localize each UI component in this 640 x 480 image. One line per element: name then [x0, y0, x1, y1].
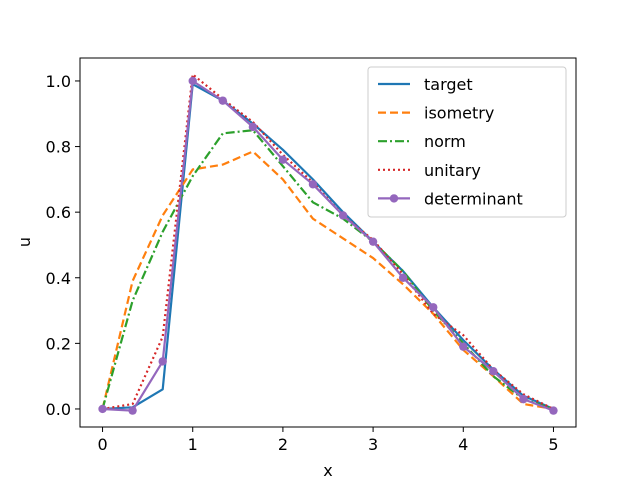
x-tick-label: 3 — [368, 435, 378, 454]
series-point-determinant — [158, 357, 167, 366]
series-line-unitary — [102, 73, 554, 411]
x-axis: 0 1 2 3 4 5 — [97, 427, 559, 454]
series-group — [98, 73, 558, 415]
series-point-determinant — [338, 211, 348, 220]
legend-label-unitary: unitary — [424, 161, 481, 180]
legend-marker-determinant — [389, 194, 399, 203]
series-point-determinant — [368, 237, 378, 246]
series-point-determinant — [459, 342, 468, 351]
series-line-norm — [101, 129, 554, 411]
y-tick-label: 0.2 — [46, 334, 71, 353]
x-tick-label: 4 — [458, 435, 468, 454]
series-point-determinant — [489, 367, 498, 376]
legend: target isometry norm unitary determinant — [367, 66, 567, 218]
series-point-determinant — [549, 406, 558, 415]
x-axis-label: x — [323, 461, 332, 480]
series-line-isometry — [101, 150, 554, 411]
legend-box — [367, 66, 567, 218]
y-tick-label: 0.8 — [46, 138, 71, 157]
y-axis-label: u — [15, 237, 34, 247]
legend-label-target: target — [424, 75, 473, 94]
series-point-determinant — [248, 122, 258, 132]
y-axis: 0.0 0.2 0.4 0.6 0.8 1.0 — [46, 72, 80, 419]
series-point-determinant — [308, 180, 318, 189]
y-tick-label: 1.0 — [46, 72, 71, 91]
series-point-determinant — [278, 155, 288, 164]
series-point-determinant — [218, 96, 227, 105]
x-tick-label: 2 — [278, 435, 288, 454]
x-tick-label: 1 — [188, 435, 198, 454]
series-point-determinant — [188, 76, 197, 86]
legend-label-norm: norm — [424, 132, 466, 151]
series-line-target — [102, 83, 554, 411]
legend-label-isometry: isometry — [424, 104, 494, 123]
x-tick-label: 5 — [548, 435, 558, 454]
series-point-determinant — [128, 406, 137, 415]
series-point-determinant — [429, 303, 438, 312]
series-point-determinant — [98, 404, 107, 414]
legend-label-determinant: determinant — [424, 189, 523, 208]
series-line-determinant — [102, 79, 554, 412]
series-point-determinant — [519, 394, 528, 404]
y-tick-label: 0.4 — [46, 269, 71, 288]
y-tick-label: 0.0 — [46, 400, 71, 419]
y-tick-label: 0.6 — [46, 203, 71, 222]
series-point-determinant — [398, 273, 408, 282]
x-tick-label: 0 — [97, 435, 107, 454]
